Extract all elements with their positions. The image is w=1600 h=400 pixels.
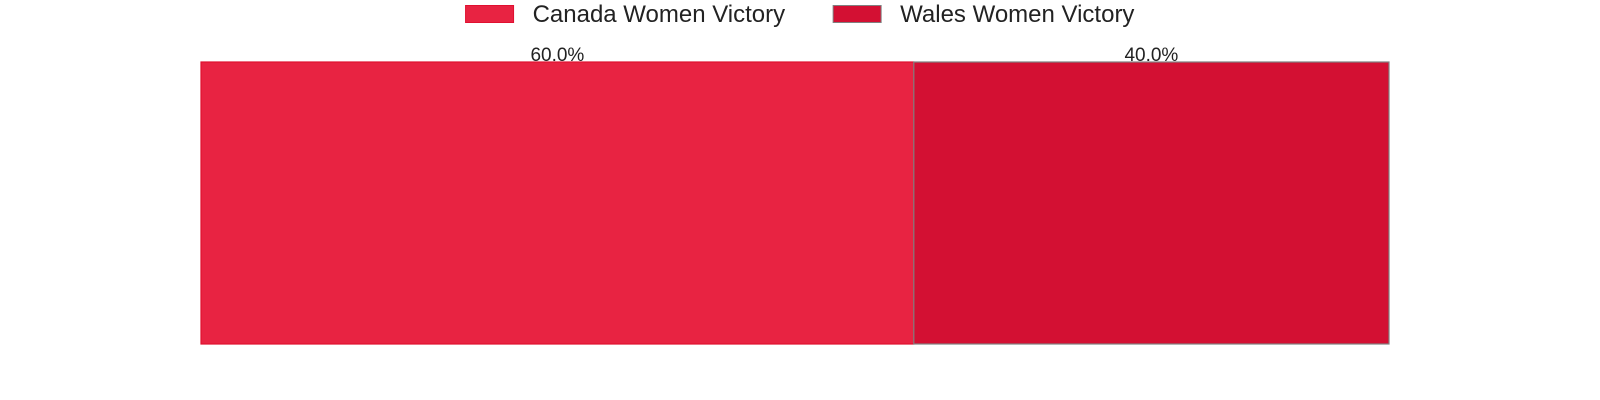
- legend-swatch-canada-women-victory: [465, 5, 515, 23]
- legend-swatch-wales-women-victory: [832, 5, 882, 23]
- stacked-bar: [200, 61, 1390, 345]
- bar-labels: 60.0% 40.0%: [530, 45, 1178, 66]
- legend-label-canada-women-victory: Canada Women Victory: [533, 1, 786, 28]
- bar-value-label-wales-women-victory: 40.0%: [1124, 45, 1178, 66]
- bar-segment-wales-women-victory: [913, 61, 1390, 345]
- bar-segment-canada-women-victory: [200, 61, 915, 345]
- legend: Canada Women Victory Wales Women Victory: [465, 1, 1134, 28]
- bar-value-label-canada-women-victory: 60.0%: [530, 45, 584, 66]
- legend-label-wales-women-victory: Wales Women Victory: [900, 1, 1134, 28]
